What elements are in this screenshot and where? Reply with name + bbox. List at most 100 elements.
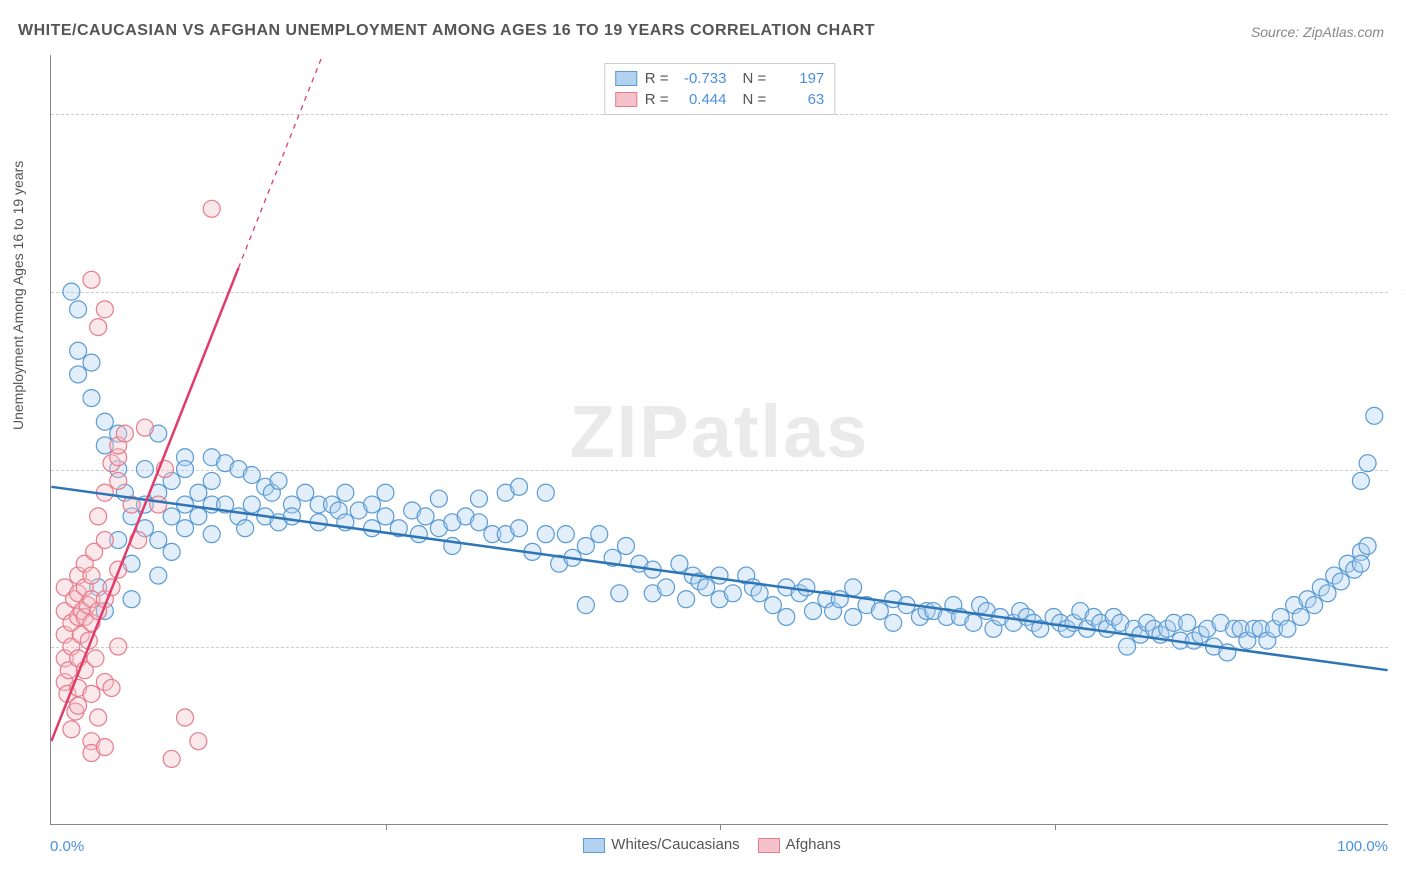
stats-legend-row: R = 0.444 N = 63	[615, 89, 825, 110]
stat-n-label: N =	[743, 91, 767, 108]
scatter-point	[1279, 620, 1296, 637]
stat-r-value: -0.733	[677, 70, 727, 87]
scatter-point	[203, 200, 220, 217]
scatter-point	[136, 419, 153, 436]
stat-n-label: N =	[743, 70, 767, 87]
scatter-point	[150, 496, 167, 513]
scatter-point	[751, 585, 768, 602]
regression-line-pink-dashed	[238, 55, 332, 268]
scatter-point	[163, 750, 180, 767]
y-tick-label: 45.0%	[1393, 283, 1406, 300]
scatter-point	[177, 520, 194, 537]
plot-area: ZIPatlas R = -0.733 N = 197 R = 0.444 N …	[50, 55, 1388, 825]
plot-svg	[51, 55, 1388, 824]
legend-swatch	[758, 838, 780, 853]
scatter-point	[591, 526, 608, 543]
scatter-point	[537, 484, 554, 501]
scatter-point	[63, 721, 80, 738]
x-tick	[1055, 824, 1056, 830]
legend-label: Whites/Caucasians	[611, 836, 739, 853]
scatter-point	[163, 543, 180, 560]
scatter-point	[337, 484, 354, 501]
scatter-point	[190, 733, 207, 750]
scatter-point	[678, 591, 695, 608]
legend-swatch-blue	[615, 71, 637, 86]
scatter-point	[237, 520, 254, 537]
scatter-point	[711, 567, 728, 584]
scatter-point	[1119, 638, 1136, 655]
scatter-point	[163, 508, 180, 525]
legend-label: Afghans	[786, 836, 841, 853]
scatter-point	[150, 567, 167, 584]
scatter-point	[110, 638, 127, 655]
stat-n-value: 197	[774, 70, 824, 87]
scatter-point	[1292, 608, 1309, 625]
scatter-point	[698, 579, 715, 596]
scatter-point	[63, 283, 80, 300]
stat-r-label: R =	[645, 70, 669, 87]
scatter-point	[203, 472, 220, 489]
scatter-point	[243, 467, 260, 484]
scatter-point	[871, 603, 888, 620]
scatter-point	[537, 526, 554, 543]
scatter-point	[83, 685, 100, 702]
scatter-point	[136, 461, 153, 478]
y-tick-label: 15.0%	[1393, 639, 1406, 656]
scatter-point	[798, 579, 815, 596]
scatter-point	[90, 709, 107, 726]
scatter-point	[377, 484, 394, 501]
scatter-point	[83, 390, 100, 407]
scatter-point	[116, 425, 133, 442]
scatter-point	[1359, 455, 1376, 472]
x-tick	[386, 824, 387, 830]
regression-line-blue	[51, 487, 1387, 670]
scatter-point	[190, 484, 207, 501]
scatter-point	[103, 679, 120, 696]
scatter-point	[377, 508, 394, 525]
scatter-point	[764, 597, 781, 614]
scatter-point	[297, 484, 314, 501]
scatter-point	[511, 478, 528, 495]
scatter-point	[557, 526, 574, 543]
scatter-point	[965, 614, 982, 631]
scatter-point	[577, 537, 594, 554]
scatter-point	[364, 496, 381, 513]
scatter-point	[96, 301, 113, 318]
scatter-point	[410, 526, 427, 543]
x-tick	[720, 824, 721, 830]
scatter-point	[190, 508, 207, 525]
scatter-point	[90, 319, 107, 336]
scatter-point	[845, 579, 862, 596]
legend-swatch	[583, 838, 605, 853]
scatter-point	[1319, 585, 1336, 602]
scatter-point	[577, 597, 594, 614]
scatter-point	[177, 461, 194, 478]
scatter-point	[96, 739, 113, 756]
scatter-point	[470, 490, 487, 507]
scatter-point	[1359, 537, 1376, 554]
scatter-point	[70, 366, 87, 383]
scatter-point	[1179, 614, 1196, 631]
scatter-point	[150, 532, 167, 549]
y-tick-label: 60.0%	[1393, 106, 1406, 123]
scatter-point	[658, 579, 675, 596]
scatter-point	[177, 709, 194, 726]
scatter-point	[203, 526, 220, 543]
y-axis-label: Unemployment Among Ages 16 to 19 years	[10, 161, 26, 430]
scatter-point	[1306, 597, 1323, 614]
scatter-point	[83, 567, 100, 584]
scatter-point	[805, 603, 822, 620]
scatter-point	[70, 301, 87, 318]
stats-legend: R = -0.733 N = 197 R = 0.444 N = 63	[604, 63, 836, 115]
stat-r-label: R =	[645, 91, 669, 108]
scatter-point	[110, 472, 127, 489]
y-tick-label: 30.0%	[1393, 461, 1406, 478]
scatter-point	[1366, 407, 1383, 424]
scatter-point	[1332, 573, 1349, 590]
stat-n-value: 63	[774, 91, 824, 108]
scatter-point	[96, 413, 113, 430]
scatter-point	[87, 650, 104, 667]
scatter-point	[1352, 555, 1369, 572]
scatter-point	[417, 508, 434, 525]
chart-title: WHITE/CAUCASIAN VS AFGHAN UNEMPLOYMENT A…	[18, 22, 875, 40]
